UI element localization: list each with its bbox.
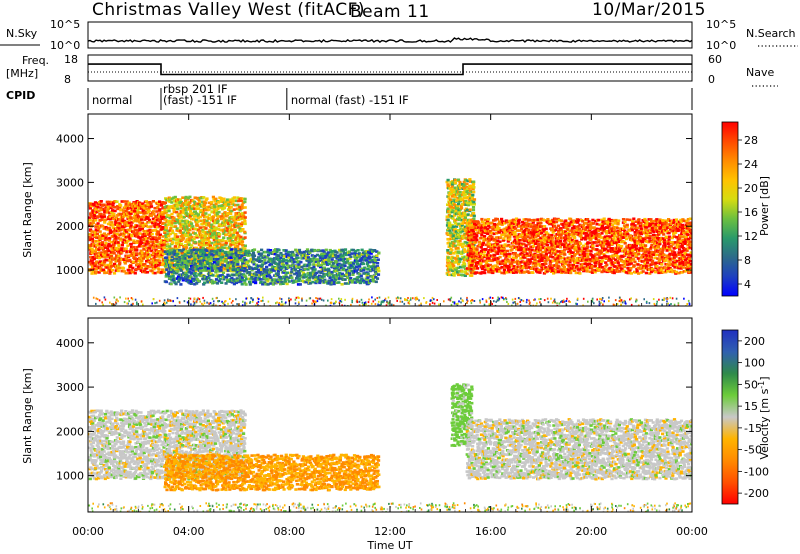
velocity-colorbar-tick-6: -100: [744, 465, 769, 478]
noise-left-tick-top: 10^5: [50, 18, 80, 31]
power-region-night-low-band: [163, 248, 381, 286]
cpid-mode-label-0: normal: [92, 93, 132, 107]
x-tick-label-0: 00:00: [72, 525, 104, 538]
nave-tick-bottom: 0: [708, 73, 715, 86]
velocity-region-evening-ground: [88, 409, 247, 481]
cpid-mode-label-2: normal (fast) -151 IF: [291, 93, 409, 107]
power-colorbar-tick-6: 4: [744, 278, 751, 291]
power-y-axis-label: Slant Range [km]: [21, 162, 34, 258]
pow-y-tick-label-1: 3000: [56, 176, 84, 189]
noise-sky-series: [87, 37, 693, 44]
power-colorbar-tick-5: 8: [744, 254, 751, 267]
velocity-y-axis-label: Slant Range [km]: [21, 368, 34, 464]
pow-y-tick-label-3: 1000: [56, 264, 84, 277]
power-colorbar: [721, 121, 739, 297]
velocity-colorbar-tick-3: 15: [744, 400, 758, 413]
freq-unit-label: [MHz]: [6, 67, 38, 80]
x-axis-label: Time UT: [366, 539, 412, 552]
date-label: 10/Mar/2015: [592, 0, 706, 20]
pow-y-tick-label-2: 2000: [56, 220, 84, 233]
frequency-series: [88, 63, 692, 76]
freq-tick-top: 18: [64, 53, 78, 66]
nave-tick-top: 60: [708, 53, 722, 66]
velocity-colorbar-tick-4: -15: [744, 422, 762, 435]
noise-right-tick-bottom: 10^0: [706, 39, 736, 52]
x-tick-label-4: 16:00: [475, 525, 507, 538]
cpid-label: CPID: [6, 89, 35, 102]
velocity-colorbar-tick-0: 200: [744, 335, 765, 348]
velocity-colorbar-tick-2: 50: [744, 378, 758, 391]
freq-panel-frame: [87, 54, 693, 82]
power-region-main-evening-band: [88, 200, 167, 275]
noise-panel-frame: [87, 21, 693, 49]
velocity-data: [88, 383, 692, 512]
vel-y-tick-label-0: 4000: [56, 337, 84, 350]
power-data: [88, 178, 692, 306]
noise-right-tick-top: 10^5: [706, 18, 736, 31]
cpid-mode-label-1: rbsp 201 IF: [163, 82, 228, 96]
x-tick-label-3: 12:00: [374, 525, 406, 538]
plot-title: Christmas Valley West (fitACF): [92, 0, 365, 20]
vel-y-tick-label-1: 3000: [56, 381, 84, 394]
noise-left-tick-bottom: 10^0: [50, 39, 80, 52]
power-colorbar-tick-0: 28: [744, 134, 758, 147]
pow-y-tick-label-0: 4000: [56, 133, 84, 146]
nave-label: Nave: [746, 66, 774, 79]
power-colorbar-tick-1: 24: [744, 158, 758, 171]
x-tick-label-2: 08:00: [273, 525, 305, 538]
velocity-region-night-low-band: [163, 453, 381, 492]
power-region-day-main-band: [465, 217, 692, 275]
freq-tick-bottom: 8: [64, 73, 71, 86]
x-tick-label-6: 00:00: [676, 525, 708, 538]
x-tick-label-1: 04:00: [173, 525, 205, 538]
power-colorbar-label: Power [dB]: [758, 176, 771, 236]
vel-y-tick-label-2: 2000: [56, 425, 84, 438]
freq-label: Freq.: [22, 54, 49, 67]
noise-search-label: N.Search: [746, 27, 796, 40]
velocity-colorbar-label: Velocity [m s-1]: [757, 376, 771, 459]
vel-y-tick-label-3: 1000: [56, 470, 84, 483]
velocity-colorbar-tick-1: 100: [744, 357, 765, 370]
velocity-colorbar: [721, 329, 739, 505]
power-near-range-speckle: [92, 296, 691, 306]
velocity-colorbar-tick-5: -50: [744, 444, 762, 457]
cpid-mode-label-1-line2: (fast) -151 IF: [163, 93, 237, 107]
noise-sky-label: N.Sky: [6, 27, 38, 40]
velocity-region-day-ground: [465, 418, 692, 481]
power-colorbar-tick-4: 12: [744, 230, 758, 243]
power-colorbar-tick-2: 20: [744, 182, 758, 195]
power-colorbar-tick-3: 16: [744, 206, 758, 219]
beam-label: Beam 11: [350, 2, 430, 22]
x-tick-label-5: 20:00: [575, 525, 607, 538]
velocity-colorbar-tick-7: -200: [744, 487, 769, 500]
